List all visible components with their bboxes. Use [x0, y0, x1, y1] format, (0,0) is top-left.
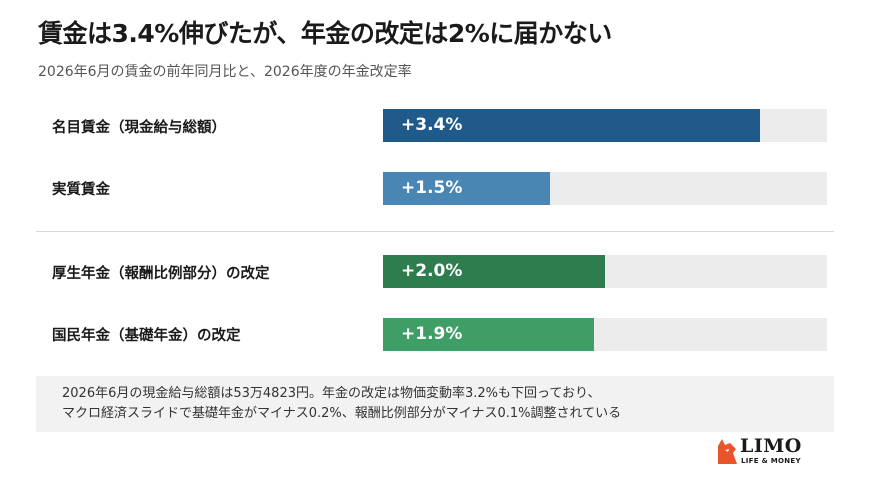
bar-track-nominal-wage: +3.4% — [383, 109, 827, 142]
bar-track-real-wage: +1.5% — [383, 172, 827, 205]
footnote-line-2: マクロ経済スライドで基礎年金がマイナス0.2%、報酬比例部分がマイナス0.1%調… — [62, 406, 622, 421]
bar-value-real-wage: +1.5% — [401, 178, 463, 198]
page-subtitle: 2026年6月の賃金の前年同月比と、2026年度の年金改定率 — [38, 64, 412, 80]
bar-value-nominal-wage: +3.4% — [401, 115, 463, 135]
bar-real-wage — [383, 172, 550, 205]
logo-wordmark: LIMO — [740, 435, 802, 457]
bar-label-real-wage: 実質賃金 — [52, 182, 110, 198]
bar-track-employee-pension: +2.0% — [383, 255, 827, 288]
bar-employee-pension — [383, 255, 605, 288]
footnote-box: 2026年6月の現金給与総額は53万4823円。年金の改定は物価変動率3.2%も… — [36, 376, 834, 432]
fox-logo-icon — [718, 439, 737, 464]
section-divider — [36, 231, 834, 232]
bar-value-employee-pension: +2.0% — [401, 261, 463, 281]
bar-label-employee-pension: 厚生年金（報酬比例部分）の改定 — [52, 266, 270, 282]
logo-tagline: LIFE & MONEY — [741, 457, 801, 465]
bar-label-national-pension: 国民年金（基礎年金）の改定 — [52, 328, 241, 344]
bar-national-pension — [383, 318, 594, 351]
page-title: 賃金は3.4%伸びたが、年金の改定は2%に届かない — [38, 19, 612, 48]
bar-value-national-pension: +1.9% — [401, 324, 463, 344]
bar-nominal-wage — [383, 109, 760, 142]
bar-label-nominal-wage: 名目賃金（現金給与総額） — [52, 120, 226, 136]
footnote-line-1: 2026年6月の現金給与総額は53万4823円。年金の改定は物価変動率3.2%も… — [62, 386, 601, 401]
bar-track-national-pension: +1.9% — [383, 318, 827, 351]
